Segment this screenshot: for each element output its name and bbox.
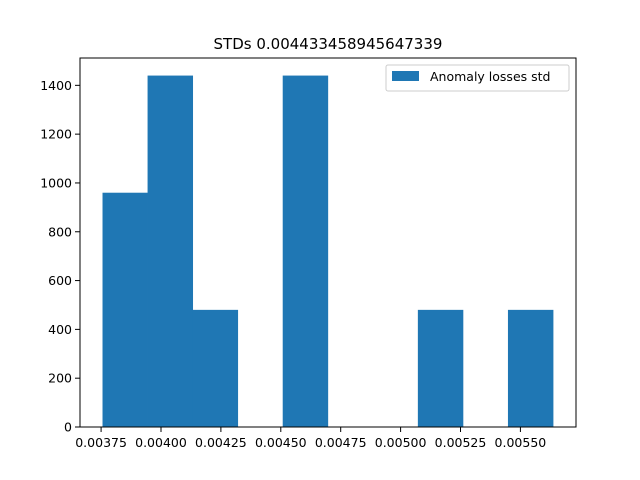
legend: Anomaly losses std <box>385 64 570 92</box>
y-tick-label-0: 0 <box>64 420 72 435</box>
y-axis: 0 200 400 600 800 1000 1200 1400 <box>40 78 80 435</box>
x-tick-label-1: 0.00400 <box>135 435 187 450</box>
x-tick-label-3: 0.00450 <box>255 435 307 450</box>
y-tick-label-6: 1200 <box>40 127 72 142</box>
y-tick-label-1: 200 <box>48 371 72 386</box>
plot-frame <box>79 57 577 428</box>
x-axis: 0.00375 0.00400 0.00425 0.00450 0.00475 0.005… <box>75 427 546 450</box>
legend-swatch <box>392 71 419 81</box>
histogram-bar-1 <box>147 75 194 427</box>
x-tick-label-0: 0.00375 <box>75 435 127 450</box>
y-tick-label-2: 400 <box>48 322 72 337</box>
y-tick-label-5: 1000 <box>40 175 72 190</box>
x-tick-label-4: 0.00475 <box>315 435 367 450</box>
x-tick-label-2: 0.00425 <box>195 435 247 450</box>
histogram-bars <box>102 75 554 427</box>
y-tick-label-3: 600 <box>48 273 72 288</box>
x-tick-label-7: 0.00550 <box>495 435 547 450</box>
histogram-bar-7 <box>417 309 464 427</box>
x-tick-label-5: 0.00500 <box>375 435 427 450</box>
histogram-bar-2 <box>192 309 239 427</box>
chart-title: STDs 0.004433458945647339 <box>214 35 443 53</box>
histogram-bar-9 <box>507 309 554 427</box>
x-tick-label-6: 0.00525 <box>435 435 487 450</box>
histogram-bar-0 <box>102 192 148 427</box>
legend-box <box>385 64 570 92</box>
histogram-bar-4 <box>282 75 329 427</box>
y-tick-label-7: 1400 <box>40 78 72 93</box>
legend-label: Anomaly losses std <box>430 69 550 84</box>
y-tick-label-4: 800 <box>48 224 72 239</box>
